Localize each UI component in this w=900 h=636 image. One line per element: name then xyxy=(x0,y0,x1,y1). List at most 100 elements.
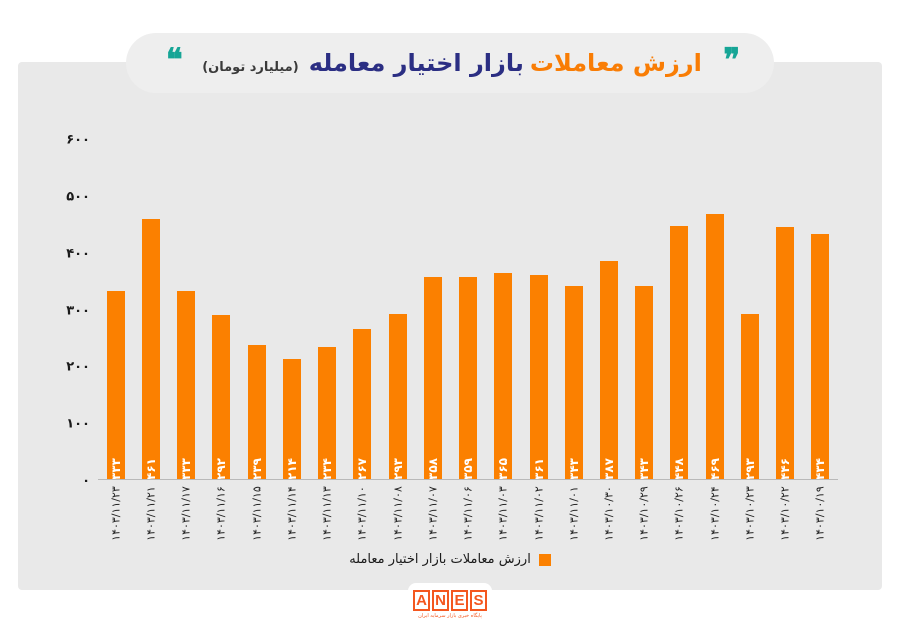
x-axis-tick-slot: ۱۴۰۳/۱۱/۱۵ xyxy=(239,481,274,543)
bar[interactable]: ۳۳۳ xyxy=(106,291,125,480)
bar-slot: ۲۹۲ xyxy=(204,140,239,480)
x-axis-tick-slot: ۱۴۰۳/۱۱/۰۳ xyxy=(486,481,521,543)
bar-value-label: ۳۴۳ xyxy=(637,458,652,480)
x-axis-tick-slot: ۱۴۰۳/۱۱/۱۳ xyxy=(309,481,344,543)
x-axis-tick-label: ۱۴۰۳/۱۰/۲۴ xyxy=(708,486,722,541)
y-axis-tick: ۱۰۰ xyxy=(66,416,90,432)
bar[interactable]: ۲۹۲ xyxy=(212,314,231,480)
bar[interactable]: ۲۹۳ xyxy=(388,313,407,480)
x-axis-tick-slot: ۱۴۰۳/۱۰/۲۶ xyxy=(662,481,697,543)
bar[interactable]: ۴۳۴ xyxy=(811,234,830,480)
chart-legend: ارزش معاملات بازار اختیار معامله xyxy=(18,552,882,567)
bar-value-label: ۳۴۳ xyxy=(566,458,581,480)
x-axis-tick-label: ۱۴۰۳/۱۰/۳۰ xyxy=(602,486,616,541)
bar-slot: ۳۸۷ xyxy=(591,140,626,480)
sena-logo-letter: A xyxy=(413,589,430,611)
bar[interactable]: ۳۸۷ xyxy=(599,260,618,480)
bar-value-label: ۲۱۴ xyxy=(284,458,299,480)
x-axis-tick-slot: ۱۴۰۳/۱۱/۱۴ xyxy=(274,481,309,543)
sena-logo-letter: N xyxy=(432,589,449,611)
bar[interactable]: ۴۶۹ xyxy=(705,214,724,480)
x-axis-tick-slot: ۱۴۰۳/۱۱/۰۲ xyxy=(521,481,556,543)
bar[interactable]: ۲۱۴ xyxy=(282,358,301,480)
bar[interactable]: ۴۴۸ xyxy=(670,226,689,480)
bar[interactable]: ۳۶۱ xyxy=(529,275,548,480)
x-axis-tick-slot: ۱۴۰۳/۱۰/۳۰ xyxy=(591,481,626,543)
bar-value-label: ۴۳۴ xyxy=(813,458,828,480)
x-axis-tick-label: ۱۴۰۳/۱۰/۲۶ xyxy=(672,486,686,541)
x-axis-tick-label: ۱۴۰۳/۱۱/۱۷ xyxy=(179,486,193,541)
bar-slot: ۴۶۱ xyxy=(133,140,168,480)
bar-value-label: ۴۴۶ xyxy=(778,458,793,480)
y-axis: ۶۰۰ ۵۰۰ ۴۰۰ ۳۰۰ ۲۰۰ ۱۰۰ ۰ xyxy=(18,133,96,489)
bar-slot: ۳۶۵ xyxy=(486,140,521,480)
x-axis-labels: ۱۴۰۳/۱۰/۱۹ ۱۴۰۳/۱۰/۲۲ ۱۴۰۳/۱۰/۲۳ ۱۴۰۳/۱۰/۲۴… xyxy=(98,481,838,543)
x-axis-tick-label: ۱۴۰۳/۱۰/۲۲ xyxy=(778,486,792,541)
bar-slot: ۴۳۴ xyxy=(803,140,838,480)
x-axis-tick-slot: ۱۴۰۳/۱۱/۰۷ xyxy=(415,481,450,543)
bar-slot: ۳۳۳ xyxy=(98,140,133,480)
chart-title-text: ارزش معاملات بازار اختیار معامله (میلیار… xyxy=(181,49,724,77)
x-axis-tick-slot: ۱۴۰۳/۱۰/۲۳ xyxy=(732,481,767,543)
x-axis-tick-slot: ۱۴۰۳/۱۱/۰۱ xyxy=(556,481,591,543)
x-axis-tick-label: ۱۴۰۳/۱۱/۱۰ xyxy=(355,486,369,541)
bar[interactable]: ۳۴۳ xyxy=(564,285,583,480)
bar-slot: ۲۱۴ xyxy=(274,140,309,480)
bar-slot: ۲۶۷ xyxy=(345,140,380,480)
axis-baseline xyxy=(98,479,838,480)
plot-area: ۴۳۴ ۴۴۶ ۲۹۳ ۴۶۹ ۴۴۸ ۳۴۳ ۳۸۷ ۳۴۳ ۳۶۱ ۳۶۵ ۳۵۹ ۳۵۸ ۲۹۳ ۲… xyxy=(98,140,838,480)
bar-value-label: ۲۳۹ xyxy=(249,458,264,480)
bar-series: ۴۳۴ ۴۴۶ ۲۹۳ ۴۶۹ ۴۴۸ ۳۴۳ ۳۸۷ ۳۴۳ ۳۶۱ ۳۶۵ ۳۵۹ ۳۵۸ ۲۹۳ ۲… xyxy=(98,140,838,480)
bar-slot: ۳۵۸ xyxy=(415,140,450,480)
bar[interactable]: ۲۹۳ xyxy=(740,313,759,480)
x-axis-tick-label: ۱۴۰۳/۱۱/۰۷ xyxy=(426,486,440,541)
x-axis-tick-label: ۱۴۰۳/۱۰/۲۹ xyxy=(637,486,651,541)
bar-slot: ۲۹۳ xyxy=(380,140,415,480)
x-axis-tick-slot: ۱۴۰۳/۱۱/۱۷ xyxy=(169,481,204,543)
bar[interactable]: ۴۶۱ xyxy=(141,218,160,480)
bar[interactable]: ۲۶۷ xyxy=(353,328,372,480)
bar[interactable]: ۳۳۳ xyxy=(177,291,196,480)
bar-value-label: ۳۳۳ xyxy=(179,458,194,480)
bar-value-label: ۳۸۷ xyxy=(601,458,616,480)
x-axis-tick-label: ۱۴۰۳/۱۱/۰۳ xyxy=(496,486,510,541)
bar[interactable]: ۳۵۹ xyxy=(459,276,478,480)
x-axis-tick-slot: ۱۴۰۳/۱۱/۲۱ xyxy=(133,481,168,543)
x-axis-tick-label: ۱۴۰۳/۱۱/۰۱ xyxy=(567,486,581,541)
bar[interactable]: ۳۵۸ xyxy=(423,277,442,480)
bar[interactable]: ۲۳۹ xyxy=(247,344,266,480)
sena-logo-letter: S xyxy=(470,589,487,611)
bar-value-label: ۳۶۱ xyxy=(531,458,546,480)
x-axis-tick-label: ۱۴۰۳/۱۱/۰۶ xyxy=(461,486,475,541)
bar-value-label: ۳۳۳ xyxy=(108,458,123,480)
bar-value-label: ۲۹۳ xyxy=(742,458,757,480)
y-axis-tick: ۲۰۰ xyxy=(66,359,90,375)
x-axis-tick-slot: ۱۴۰۳/۱۱/۱۶ xyxy=(204,481,239,543)
x-axis-tick-slot: ۱۴۰۳/۱۱/۰۸ xyxy=(380,481,415,543)
sena-logo-letter: E xyxy=(451,589,468,611)
y-axis-tick: ۶۰۰ xyxy=(66,132,90,148)
bar-slot: ۴۶۹ xyxy=(697,140,732,480)
y-axis-tick: ۴۰۰ xyxy=(66,246,90,262)
bar[interactable]: ۲۳۴ xyxy=(318,347,337,480)
bar-value-label: ۲۹۲ xyxy=(214,458,229,480)
bar-slot: ۳۶۱ xyxy=(521,140,556,480)
bar-value-label: ۴۶۱ xyxy=(143,458,158,480)
x-axis-tick-slot: ۱۴۰۳/۱۰/۲۲ xyxy=(768,481,803,543)
bar-slot: ۳۴۳ xyxy=(627,140,662,480)
bar[interactable]: ۳۶۵ xyxy=(494,273,513,480)
chart-unit-label: (میلیارد تومان) xyxy=(202,60,299,75)
y-axis-tick: ۳۰۰ xyxy=(66,303,90,318)
x-axis-tick-label: ۱۴۰۳/۱۱/۲۱ xyxy=(144,486,158,541)
bar-slot: ۲۹۳ xyxy=(732,140,767,480)
bar-value-label: ۳۵۹ xyxy=(461,458,476,480)
bar[interactable]: ۴۴۶ xyxy=(776,227,795,480)
x-axis-tick-slot: ۱۴۰۳/۱۰/۱۹ xyxy=(803,481,838,543)
bar-slot: ۳۴۳ xyxy=(556,140,591,480)
quote-open-icon: ❝ xyxy=(166,41,183,78)
bar-value-label: ۴۴۸ xyxy=(672,458,687,480)
bar[interactable]: ۳۴۳ xyxy=(635,285,654,480)
bar-slot: ۲۳۹ xyxy=(239,140,274,480)
